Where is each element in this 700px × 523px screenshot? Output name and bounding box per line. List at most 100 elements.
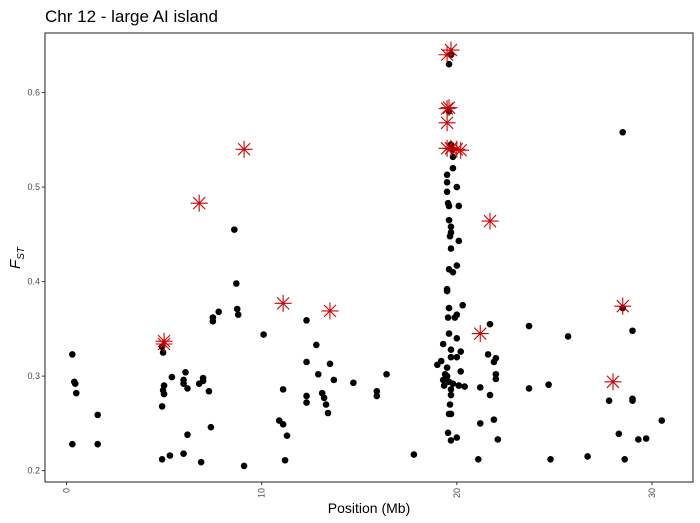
data-point [447, 353, 455, 361]
data-point [447, 346, 455, 353]
outlier-star [274, 294, 292, 312]
data-point [158, 456, 166, 463]
data-point [619, 128, 627, 136]
data-point [547, 456, 554, 463]
data-point [525, 322, 533, 330]
data-point [475, 456, 482, 463]
y-tick-label: 0.4 [27, 277, 40, 287]
data-point [545, 381, 552, 388]
data-point [231, 226, 238, 233]
x-tick-label: 20 [452, 488, 462, 498]
outlier-star [452, 141, 470, 159]
data-point [197, 458, 205, 466]
y-axis-title: FST [7, 246, 27, 269]
data-point [621, 456, 628, 463]
data-point [160, 390, 168, 398]
outlier-star [442, 41, 460, 59]
x-tick-label: 10 [257, 488, 267, 498]
data-point [457, 348, 465, 355]
data-point [492, 370, 500, 378]
data-point [158, 403, 166, 410]
data-point [94, 411, 101, 419]
data-point [443, 364, 451, 371]
outlier-star [471, 325, 489, 343]
data-point [283, 432, 291, 439]
y-axis: 0.2 0.3 0.4 0.5 0.6 [27, 88, 45, 476]
data-point [330, 376, 338, 384]
data-point [453, 434, 461, 441]
data-point [443, 285, 451, 293]
data-point [320, 394, 328, 402]
data-point [492, 375, 500, 383]
data-point [444, 199, 452, 207]
y-tick-label: 0.3 [27, 371, 40, 381]
data-point [447, 437, 455, 444]
data-point [629, 397, 636, 405]
data-point [445, 216, 453, 224]
data-point [260, 331, 267, 338]
data-point [453, 262, 461, 269]
outlier-star [235, 140, 253, 158]
data-point [69, 440, 76, 448]
outlier-star [155, 335, 173, 353]
data-point [69, 351, 76, 358]
data-point [564, 333, 572, 340]
outlier-star [448, 140, 466, 158]
outlier-star [604, 373, 622, 391]
outlier-star [190, 194, 208, 212]
data-point [615, 430, 623, 438]
data-point [303, 358, 310, 366]
data-point [443, 179, 451, 186]
data-point [180, 450, 187, 457]
plot-panel [44, 32, 694, 483]
data-point [159, 349, 167, 356]
y-tick-label: 0.5 [27, 182, 40, 192]
data-point [446, 401, 454, 408]
data-point [168, 373, 176, 381]
data-point [240, 462, 248, 470]
data-point [443, 171, 451, 179]
data-point [303, 317, 310, 324]
data-point [492, 354, 500, 362]
data-point [453, 183, 461, 191]
data-point [476, 420, 484, 427]
x-axis: 0 10 20 30 [61, 482, 657, 498]
data-point [444, 314, 452, 321]
data-point [486, 320, 494, 328]
data-point [180, 376, 187, 384]
data-point [658, 417, 666, 424]
data-point [279, 421, 287, 428]
data-point [233, 305, 241, 313]
data-point [486, 391, 494, 399]
outlier-star [321, 302, 339, 320]
data-point [445, 330, 453, 337]
data-point [199, 374, 207, 382]
data-point [457, 368, 465, 375]
data-point [373, 392, 381, 400]
data-point [449, 164, 457, 172]
data-point [303, 392, 310, 400]
y-axis-title-subscript: ST [16, 246, 27, 260]
data-point [184, 431, 191, 439]
data-point [166, 452, 174, 459]
outlier-star [438, 100, 456, 118]
data-point [443, 372, 451, 380]
data-point [453, 311, 461, 318]
data-point [209, 318, 217, 325]
data-point [453, 335, 461, 342]
data-point [439, 340, 447, 348]
x-tick-label: 30 [647, 488, 657, 498]
data-point [440, 382, 448, 389]
data-point [94, 440, 101, 448]
data-point [314, 370, 322, 378]
data-point [215, 308, 223, 316]
data-point [443, 188, 451, 196]
data-point [494, 436, 502, 443]
data-point [449, 268, 457, 276]
y-tick-label: 0.6 [27, 88, 40, 98]
data-point [455, 202, 463, 210]
data-point [461, 383, 468, 390]
data-point [350, 379, 357, 387]
data-point [71, 380, 79, 387]
